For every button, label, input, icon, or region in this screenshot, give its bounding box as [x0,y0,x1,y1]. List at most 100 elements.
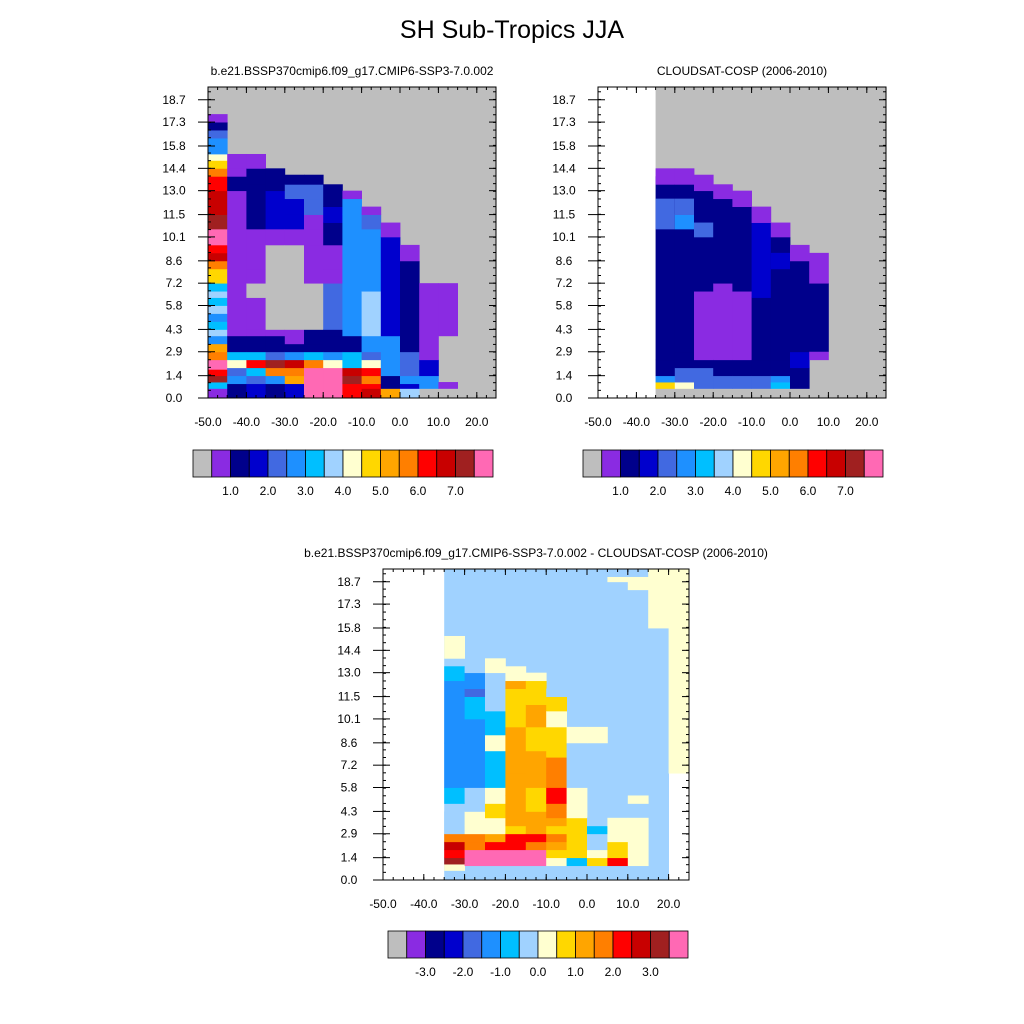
heatmap-cell [546,825,567,835]
colorbar-label: 0.0 [530,965,547,979]
heatmap-cell [208,176,228,192]
heatmap-cell [655,382,676,389]
x-tick-label: -10.0 [348,415,376,429]
heatmap-cell [732,291,752,361]
heatmap-cell [525,726,547,752]
heatmap-cell [566,833,588,859]
heatmap-cell [444,849,465,859]
colorbar-label: 6.0 [410,484,427,498]
heatmap-cell [342,190,362,200]
y-tick-label: 4.3 [166,322,183,336]
heatmap-cell [246,268,266,284]
colorbar-swatch [230,449,250,478]
heatmap-cell [505,688,527,697]
heatmap-cell [227,367,247,377]
panel-title: b.e21.BSSP370cmip6.f09_g17.CMIP6-SSP3-7.… [211,64,494,78]
colorbar-swatch [248,449,269,478]
heatmap-cell [342,351,362,361]
y-tick-label: 2.9 [341,827,358,841]
heatmap-cell [464,833,486,843]
heatmap-cell [208,375,228,383]
heatmap-cell [304,228,324,246]
heatmap-cell [342,383,362,399]
heatmap-cell [587,833,608,851]
heatmap-cell [505,696,527,712]
heatmap-cell [227,335,247,353]
heatmap-cell [485,672,506,712]
heatmap-cell [361,228,382,292]
heatmap-cell [770,382,791,389]
x-tick-label: 0.0 [392,415,409,429]
y-tick-label: 0.0 [556,391,573,405]
heatmap-cell [284,383,305,399]
x-tick-label: 0.0 [579,897,596,911]
colorbar-swatch [807,449,828,478]
colorbar-swatch [788,449,809,478]
heatmap-cell [323,206,343,223]
x-tick-label: -40.0 [623,415,651,429]
x-tick-label: 10.0 [616,897,640,911]
heatmap-cell [284,244,305,330]
heatmap-cell [265,383,286,399]
heatmap-cell [607,841,629,859]
heatmap-cell [284,198,305,215]
heatmap-cell [525,787,547,812]
y-tick-label: 4.3 [556,322,573,336]
heatmap-cell [304,174,324,185]
colorbar-label: -1.0 [490,965,511,979]
colorbar-label: 5.0 [762,484,779,498]
heatmap-cell [208,190,228,215]
colorbar-swatch [732,449,753,478]
y-tick-label: 1.4 [341,851,358,865]
y-tick-label: 1.4 [166,369,183,383]
y-tick-label: 11.5 [338,690,361,704]
y-tick-label: 8.6 [166,254,183,268]
heatmap-cell [208,297,228,306]
heatmap-cell [809,351,829,361]
heatmap-cell [284,329,305,345]
heatmap-cell [208,130,228,139]
colorbar-swatch [443,930,464,959]
heatmap-cell [485,817,506,835]
heatmap-cell [732,190,752,208]
heatmap-cell [770,252,791,270]
colorbar-swatch [518,930,539,959]
heatmap-cell [655,359,676,377]
heatmap-cell [380,375,401,389]
heatmap-cell [485,773,506,788]
heatmap-cell [732,206,752,292]
heatmap-cell [246,359,266,369]
heatmap-cell [566,857,588,867]
heatmap-cell [674,367,695,383]
heatmap-cell [208,160,228,169]
colorbar-swatch [267,449,288,478]
x-tick-label: 10.0 [817,415,841,429]
heatmap-cell [265,168,286,192]
colorbar-label: 3.0 [297,484,314,498]
y-tick-label: 5.8 [556,298,573,312]
heatmap-cell [694,367,714,383]
colorbar-swatch [863,449,884,478]
heatmap-cell [323,268,343,284]
heatmap-cell [668,569,690,774]
colorbar-swatch [638,449,659,478]
y-tick-label: 15.8 [337,621,361,635]
colorbar-swatch [455,449,475,478]
heatmap-cell [265,244,286,330]
heatmap-cell [546,849,567,859]
x-tick-label: -40.0 [410,897,438,911]
colorbar-swatch [286,449,306,478]
heatmap-cell [400,351,420,377]
y-tick-label: 7.2 [341,758,358,772]
heatmap-cell [361,388,382,399]
heatmap-cell [566,787,588,812]
heatmap-cell [246,329,266,337]
heatmap-cell [284,351,305,361]
heatmap-cell [485,841,506,851]
heatmap-cell [464,841,486,851]
colorbar-swatch [305,449,325,478]
panel-model: -50.0 -40.0 -30.0 -20.0 -10.0 0.0 10.0 20.0 0.0 1… [162,64,497,429]
heatmap-cell [546,787,567,804]
heatmap-cell [751,359,772,377]
heatmap-cell [208,275,228,284]
